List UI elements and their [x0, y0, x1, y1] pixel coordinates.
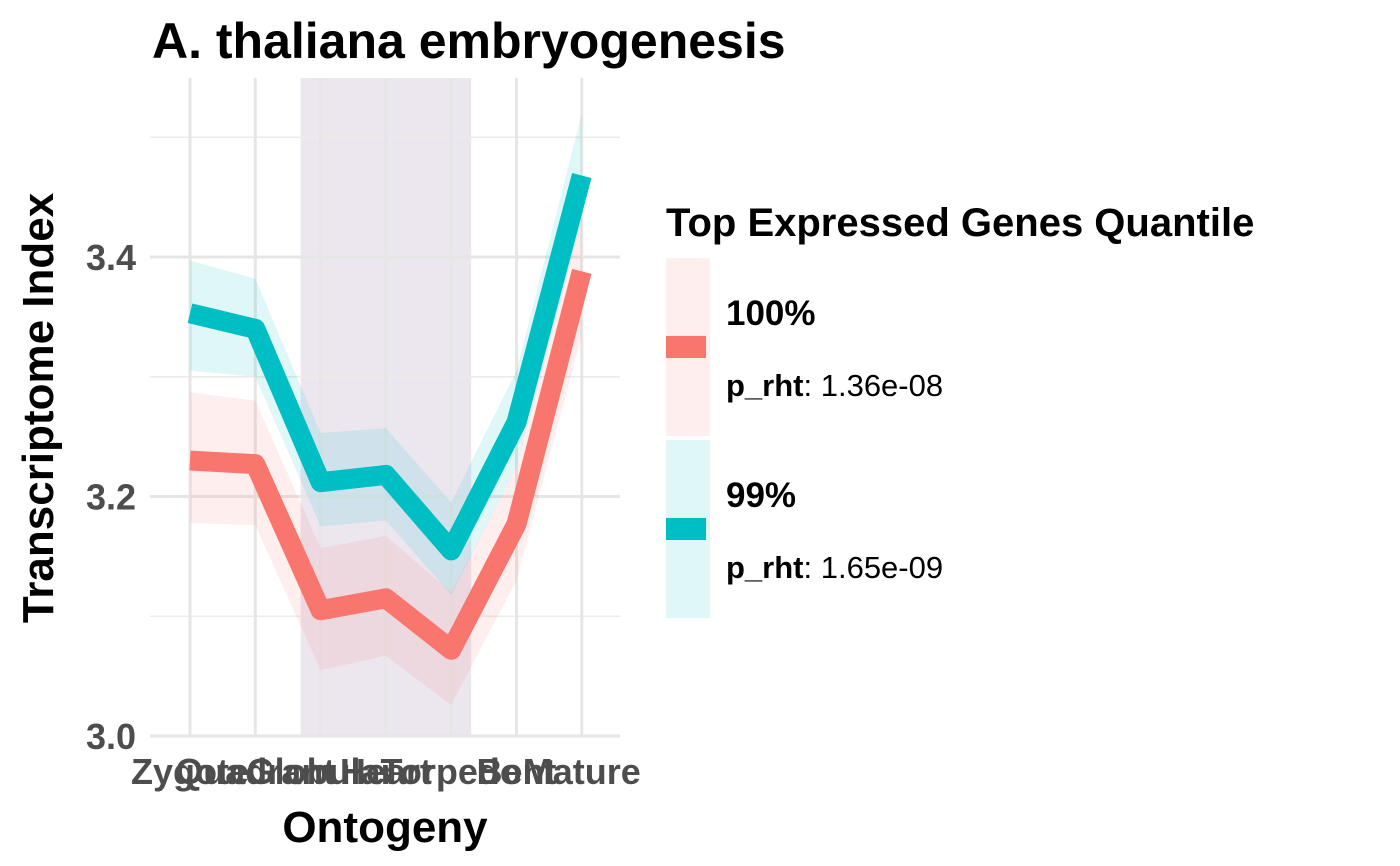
- y-axis-ticks: 3.0 3.2 3.4: [86, 237, 136, 757]
- legend-stat-name: p_rht: [726, 550, 804, 585]
- grid-layer: [150, 78, 620, 738]
- legend-stat-name: p_rht: [726, 368, 804, 403]
- series-line-1: [189, 268, 592, 660]
- plot-area: [150, 78, 620, 738]
- x-tick-label: Mature: [523, 751, 641, 792]
- x-tick-label: Globular: [247, 751, 395, 792]
- x-axis-ticks: ZygoteQuadrantGlobularHeartTorpedoBentMa…: [131, 751, 641, 792]
- x-tick-label: Zygote: [131, 751, 249, 792]
- legend-stat-value: : 1.36e-08: [804, 368, 944, 403]
- series-line-2: [187, 173, 592, 561]
- legend-entry-stat: p_rht: 1.65e-09: [726, 550, 943, 585]
- legend-title: Top Expressed Genes Quantile: [666, 201, 1254, 245]
- legend-key-line: [666, 336, 706, 358]
- y-tick-label: 3.0: [86, 716, 136, 757]
- legend-key-line: [666, 518, 706, 540]
- x-tick-label: Bent: [477, 751, 557, 792]
- legend: Top Expressed Genes Quantile 100%p_rht: …: [666, 201, 1254, 618]
- chart-title: A. thaliana embryogenesis: [152, 13, 786, 69]
- legend-stat-value: : 1.65e-09: [804, 550, 944, 585]
- x-axis-title: Ontogeny: [282, 803, 488, 852]
- x-tick-label: Heart: [340, 751, 432, 792]
- legend-entry-label: 99%: [726, 476, 796, 515]
- y-axis-title: Transcriptome Index: [14, 192, 63, 623]
- x-tick-label: Quadrant: [175, 751, 335, 792]
- y-tick-label: 3.2: [86, 477, 136, 518]
- series-line-layer: [187, 173, 592, 660]
- legend-entry-stat: p_rht: 1.36e-08: [726, 368, 943, 403]
- legend-entry-label: 100%: [726, 294, 816, 333]
- x-tick-label: Torpedo: [381, 751, 522, 792]
- y-tick-label: 3.4: [86, 237, 136, 278]
